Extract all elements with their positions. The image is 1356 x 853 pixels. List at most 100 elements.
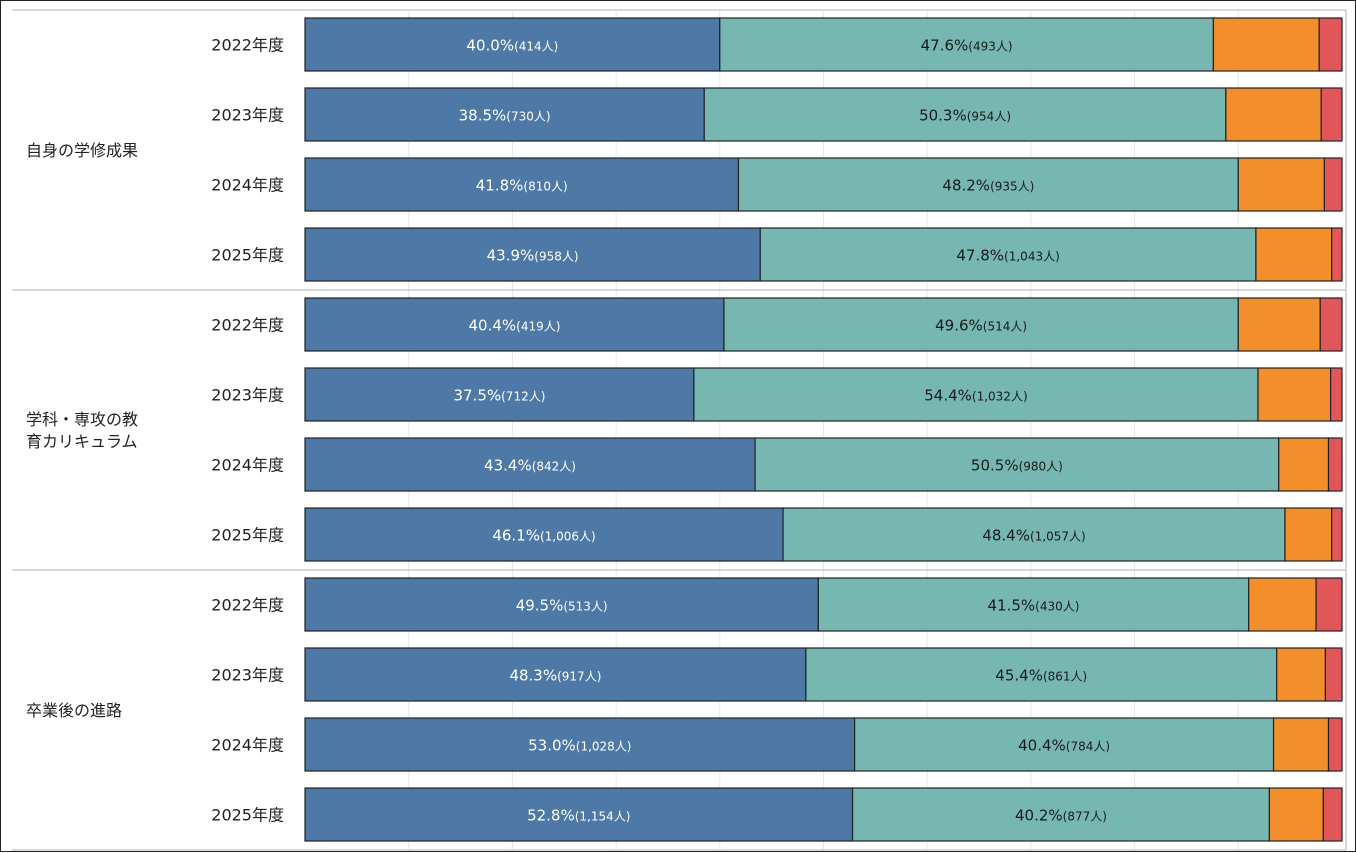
bar-row: 2024年度 43.4%(842人) 50.5%(980人)	[211, 437, 1343, 492]
group-label: 自身の学修成果	[26, 141, 138, 160]
bar-data-label: 40.2%(877人)	[1015, 807, 1107, 825]
bar-segment-3	[1237, 157, 1325, 212]
group: 卒業後の進路 2022年度 49.5%(513人) 41.5%(430人) 2023年度…	[26, 577, 1343, 842]
bar-percent-label: 46.1%	[492, 527, 540, 545]
bar-count-label: (1,028人)	[576, 740, 632, 754]
bar-segment-1	[304, 717, 856, 772]
year-label: 2024年度	[211, 736, 284, 755]
bar-count-label: (1,154人)	[575, 810, 631, 824]
year-label: 2025年度	[211, 526, 284, 545]
year-label: 2022年度	[211, 316, 284, 335]
bar-count-label: (414人)	[514, 40, 558, 54]
bar-data-label: 43.4%(842人)	[484, 457, 576, 475]
bar-segment-3	[1268, 787, 1324, 842]
bar-count-label: (1,043人)	[1004, 250, 1060, 264]
bar-count-label: (419人)	[516, 320, 560, 334]
bar-percent-label: 49.6%	[935, 317, 983, 335]
bar-data-label: 41.5%(430人)	[988, 597, 1080, 615]
bar-segment-4	[1327, 437, 1343, 492]
gridlines	[408, 10, 1239, 850]
bar-segment-4	[1323, 157, 1343, 212]
bar-data-label: 49.6%(514人)	[935, 317, 1027, 335]
bar-segment-1	[304, 157, 740, 212]
bar-percent-label: 53.0%	[528, 737, 576, 755]
bar-segment-1	[304, 437, 756, 492]
bar-segment-1	[304, 297, 725, 352]
bar-segment-4	[1331, 227, 1343, 282]
bar-percent-label: 40.4%	[469, 317, 517, 335]
bar-data-label: 47.6%(493人)	[921, 37, 1013, 55]
bar-data-label: 53.0%(1,028人)	[528, 737, 631, 755]
bar-row: 2025年度 46.1%(1,006人) 48.4%(1,057人)	[211, 507, 1343, 562]
bar-data-label: 52.8%(1,154人)	[527, 807, 630, 825]
bar-row: 2025年度 43.9%(958人) 47.8%(1,043人)	[211, 227, 1343, 282]
bar-data-label: 50.3%(954人)	[919, 107, 1011, 125]
year-label: 2022年度	[211, 36, 284, 55]
bar-row: 2023年度 48.3%(917人) 45.4%(861人)	[211, 647, 1343, 702]
bar-percent-label: 50.5%	[971, 457, 1019, 475]
bar-count-label: (935人)	[990, 180, 1034, 194]
bar-percent-label: 49.5%	[516, 597, 564, 615]
bar-data-label: 40.0%(414人)	[466, 37, 558, 55]
group: 自身の学修成果 2022年度 40.0%(414人) 47.6%(493人) 2023年…	[26, 17, 1343, 282]
year-label: 2024年度	[211, 456, 284, 475]
bar-data-label: 54.4%(1,032人)	[924, 387, 1027, 405]
bar-segment-4	[1331, 507, 1343, 562]
bar-row: 2022年度 40.0%(414人) 47.6%(493人)	[211, 17, 1343, 72]
bar-count-label: (861人)	[1043, 670, 1087, 684]
bar-count-label: (842人)	[532, 460, 576, 474]
group: 学科・専攻の教育カリキュラム 2022年度 40.4%(419人) 49.6%(514…	[26, 297, 1343, 562]
bar-data-label: 46.1%(1,006人)	[492, 527, 595, 545]
bar-segment-3	[1272, 717, 1330, 772]
bar-segment-1	[304, 647, 807, 702]
group-label-line: 自身の学修成果	[26, 141, 138, 160]
bar-data-label: 48.3%(917人)	[509, 667, 601, 685]
bar-count-label: (958人)	[534, 250, 578, 264]
bar-segment-3	[1284, 507, 1333, 562]
bar-count-label: (1,057人)	[1030, 530, 1086, 544]
bar-count-label: (784人)	[1066, 740, 1110, 754]
bar-row: 2025年度 52.8%(1,154人) 40.2%(877人)	[211, 787, 1343, 842]
bar-count-label: (917人)	[557, 670, 601, 684]
bar-segment-4	[1327, 717, 1343, 772]
bar-segment-2	[854, 717, 1275, 772]
bar-segment-3	[1225, 87, 1322, 142]
bar-percent-label: 52.8%	[527, 807, 575, 825]
bar-segment-3	[1255, 227, 1333, 282]
group-label: 卒業後の進路	[26, 701, 122, 720]
bar-count-label: (513人)	[563, 600, 607, 614]
year-label: 2023年度	[211, 666, 284, 685]
bar-row: 2024年度 41.8%(810人) 48.2%(935人)	[211, 157, 1343, 212]
bar-row: 2024年度 53.0%(1,028人) 40.4%(784人)	[211, 717, 1343, 772]
bar-segment-2	[817, 577, 1250, 632]
bar-segment-3	[1278, 437, 1330, 492]
bar-segment-2	[737, 157, 1239, 212]
bar-segment-4	[1322, 787, 1343, 842]
bar-segment-1	[304, 227, 761, 282]
bar-segment-2	[782, 507, 1286, 562]
bar-count-label: (712人)	[501, 390, 545, 404]
group-label-line: 学科・専攻の教	[26, 410, 138, 429]
group-label: 学科・専攻の教育カリキュラム	[26, 410, 138, 451]
bar-row: 2022年度 49.5%(513人) 41.5%(430人)	[211, 577, 1343, 632]
bar-data-label: 47.8%(1,043人)	[956, 247, 1059, 265]
bar-percent-label: 48.2%	[942, 177, 990, 195]
bar-data-label: 40.4%(784人)	[1018, 737, 1110, 755]
bar-percent-label: 48.3%	[509, 667, 557, 685]
bar-data-label: 49.5%(513人)	[516, 597, 608, 615]
bar-segment-1	[304, 87, 705, 142]
bar-segment-3	[1276, 647, 1327, 702]
bar-segment-2	[723, 297, 1239, 352]
bar-segment-4	[1319, 297, 1343, 352]
bar-segment-4	[1315, 577, 1343, 632]
bar-segment-4	[1318, 17, 1343, 72]
bar-count-label: (514人)	[983, 320, 1027, 334]
bar-data-label: 45.4%(861人)	[995, 667, 1087, 685]
bar-count-label: (1,032人)	[972, 390, 1028, 404]
bar-percent-label: 47.6%	[921, 37, 969, 55]
bar-data-label: 43.9%(958人)	[487, 247, 579, 265]
bar-data-label: 48.4%(1,057人)	[982, 527, 1085, 545]
bar-segment-2	[693, 367, 1259, 422]
